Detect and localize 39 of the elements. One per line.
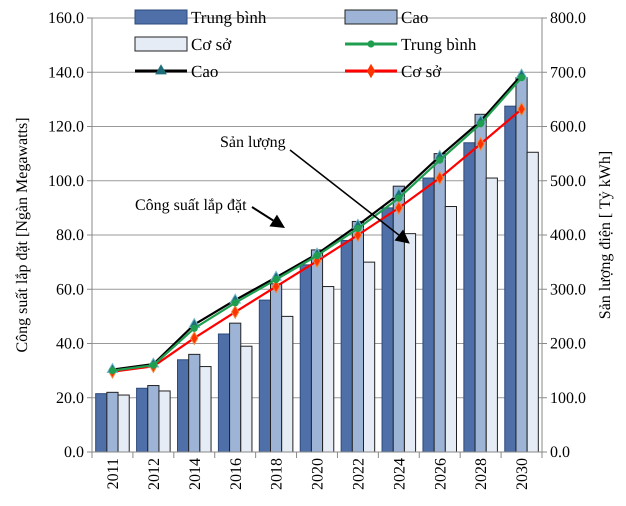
x-tick-label: 2020 <box>310 458 327 490</box>
y2-tick-label: 800.0 <box>550 10 586 28</box>
x-tick-label: 2030 <box>514 458 532 490</box>
y-tick-label: 40.0 <box>56 336 84 353</box>
y-tick-label: 20.0 <box>56 390 84 407</box>
x-tick-label: 2011 <box>105 458 122 490</box>
y2-axis-title: Sản lượng điện [ Tỷ kWh] <box>597 150 614 320</box>
y2-tick-label: 300.0 <box>550 281 586 298</box>
legend-label: Cao <box>191 62 218 81</box>
legend-label: Cơ sở <box>401 62 442 81</box>
y-tick-label: 160.0 <box>48 10 84 28</box>
y2-tick-label: 700.0 <box>550 64 586 82</box>
x-tick-label: 2014 <box>186 458 204 490</box>
x-tick-label: 2016 <box>228 458 245 490</box>
y-tick-label: 0.0 <box>64 444 84 462</box>
x-tick-label: 2028 <box>473 458 490 490</box>
legend-label: Cơ sở <box>191 35 232 54</box>
x-tick-label: 2012 <box>146 458 163 490</box>
x-tick-label: 2018 <box>268 458 286 490</box>
y-axis-title: Công suất lắp đặt [Ngàn Megawatts] <box>14 117 31 353</box>
legend-label: Trung bình <box>401 35 477 54</box>
y2-tick-label: 500.0 <box>550 172 586 190</box>
annotation: Công suất lắp đặt <box>135 197 248 214</box>
x-tick-label: 2024 <box>391 458 408 490</box>
y-tick-label: 140.0 <box>48 64 84 82</box>
annotation: Sản lượng <box>220 134 286 151</box>
y2-tick-label: 600.0 <box>550 118 586 136</box>
y2-tick-label: 0.0 <box>550 444 570 462</box>
x-tick-label: 2022 <box>350 458 368 490</box>
y-tick-label: 100.0 <box>48 172 84 190</box>
y-tick-label: 80.0 <box>56 227 84 244</box>
x-tick-label: 2026 <box>432 458 450 490</box>
y2-tick-label: 200.0 <box>550 336 586 353</box>
y-tick-label: 60.0 <box>56 281 84 298</box>
y2-tick-label: 100.0 <box>550 390 586 407</box>
y-tick-label: 120.0 <box>48 118 84 136</box>
y2-tick-label: 400.0 <box>550 227 586 244</box>
legend-label: Trung bình <box>191 8 267 27</box>
legend-label: Cao <box>401 8 428 27</box>
